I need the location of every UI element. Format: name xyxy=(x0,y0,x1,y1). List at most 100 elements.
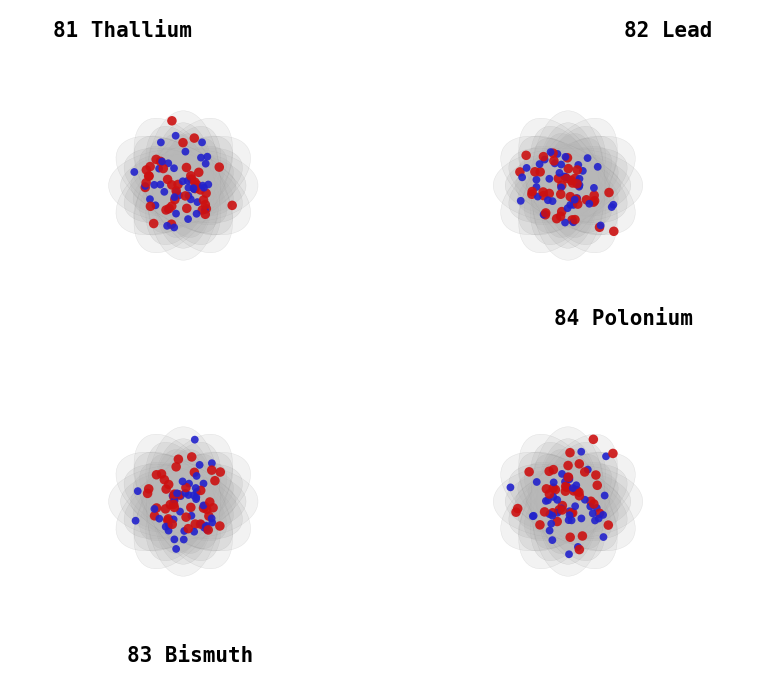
Point xyxy=(565,515,578,526)
Point xyxy=(552,173,565,184)
Point xyxy=(189,434,201,445)
Ellipse shape xyxy=(557,180,579,191)
Ellipse shape xyxy=(524,146,612,225)
Point xyxy=(555,206,568,217)
Point xyxy=(156,156,168,167)
Point xyxy=(194,184,207,195)
Ellipse shape xyxy=(562,175,574,196)
Point xyxy=(576,530,588,541)
Ellipse shape xyxy=(560,169,576,202)
Point xyxy=(540,495,552,506)
Point xyxy=(529,166,541,177)
Point xyxy=(514,166,526,177)
Point xyxy=(588,195,601,206)
Point xyxy=(132,486,144,497)
Point xyxy=(140,177,152,188)
Point xyxy=(168,495,181,506)
Point xyxy=(159,504,171,515)
Point xyxy=(199,199,211,210)
Ellipse shape xyxy=(161,144,205,227)
Ellipse shape xyxy=(540,464,596,539)
Ellipse shape xyxy=(533,154,603,217)
Ellipse shape xyxy=(524,462,612,541)
Point xyxy=(179,488,191,499)
Point xyxy=(571,485,583,496)
Point xyxy=(539,210,552,221)
Ellipse shape xyxy=(173,180,194,191)
Ellipse shape xyxy=(148,154,218,217)
Point xyxy=(579,494,591,505)
Ellipse shape xyxy=(533,138,603,233)
Ellipse shape xyxy=(177,491,190,512)
Ellipse shape xyxy=(168,155,199,216)
Ellipse shape xyxy=(134,118,233,253)
Point xyxy=(591,161,604,172)
Point xyxy=(556,500,568,511)
Ellipse shape xyxy=(152,123,214,248)
Point xyxy=(591,502,603,513)
Ellipse shape xyxy=(164,156,202,215)
Point xyxy=(565,175,578,186)
Ellipse shape xyxy=(563,495,573,508)
Ellipse shape xyxy=(174,178,193,193)
Point xyxy=(198,182,210,193)
Ellipse shape xyxy=(543,161,593,210)
Ellipse shape xyxy=(540,148,596,223)
Point xyxy=(567,507,579,518)
Ellipse shape xyxy=(519,118,617,253)
Point xyxy=(172,179,184,190)
Point xyxy=(197,500,210,511)
Ellipse shape xyxy=(540,148,596,223)
Point xyxy=(162,525,174,536)
Point xyxy=(555,189,567,200)
Ellipse shape xyxy=(139,462,227,541)
Ellipse shape xyxy=(124,148,243,223)
Point xyxy=(188,183,200,194)
Ellipse shape xyxy=(155,464,211,539)
Point xyxy=(561,173,573,184)
Ellipse shape xyxy=(177,175,190,196)
Ellipse shape xyxy=(493,464,643,539)
Ellipse shape xyxy=(116,452,251,551)
Point xyxy=(583,199,595,210)
Point xyxy=(531,477,543,488)
Point xyxy=(170,208,182,219)
Ellipse shape xyxy=(552,166,584,205)
Point xyxy=(149,200,161,211)
Ellipse shape xyxy=(552,166,584,205)
Ellipse shape xyxy=(537,170,599,201)
Point xyxy=(190,179,203,190)
Ellipse shape xyxy=(164,472,202,531)
Point xyxy=(537,190,549,201)
Point xyxy=(551,213,563,224)
Ellipse shape xyxy=(180,179,187,192)
Point xyxy=(520,150,532,161)
Ellipse shape xyxy=(156,133,210,238)
Point xyxy=(200,188,212,199)
Point xyxy=(573,181,585,192)
Point xyxy=(199,501,211,512)
Ellipse shape xyxy=(539,167,597,204)
Point xyxy=(567,217,579,228)
Point xyxy=(562,163,575,174)
Point xyxy=(203,510,215,521)
Ellipse shape xyxy=(176,498,190,505)
Point xyxy=(567,177,579,188)
Ellipse shape xyxy=(177,497,190,506)
Point xyxy=(504,482,516,493)
Point xyxy=(571,199,584,210)
Ellipse shape xyxy=(178,495,188,508)
Point xyxy=(600,451,612,462)
Point xyxy=(163,479,175,490)
Point xyxy=(196,205,208,216)
Point xyxy=(581,194,593,205)
Point xyxy=(552,148,564,159)
Ellipse shape xyxy=(562,491,574,512)
Ellipse shape xyxy=(539,483,597,520)
Ellipse shape xyxy=(173,496,194,507)
Point xyxy=(200,504,213,515)
Point xyxy=(148,504,161,515)
Point xyxy=(545,518,558,529)
Point xyxy=(539,506,551,517)
Point xyxy=(184,170,197,181)
